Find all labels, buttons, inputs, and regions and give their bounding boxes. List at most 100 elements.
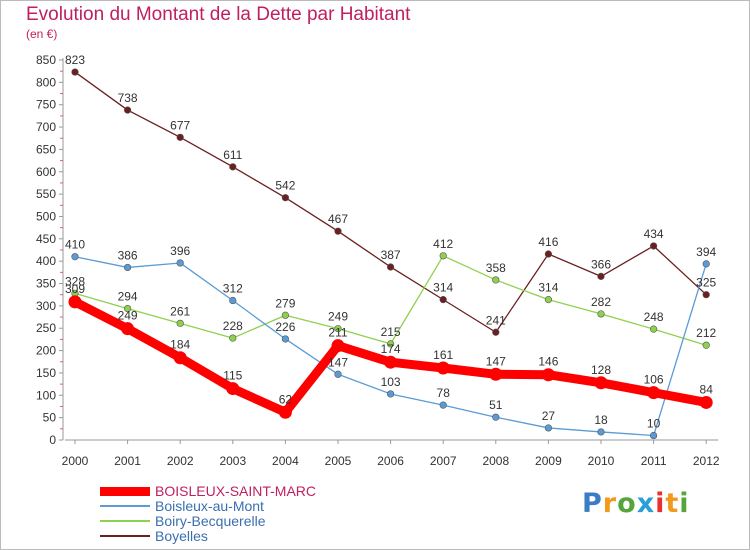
data-point: [176, 259, 184, 267]
data-label: 241: [486, 313, 506, 327]
data-point: [71, 253, 79, 261]
data-label: 434: [644, 227, 664, 241]
data-point: [387, 390, 395, 398]
data-label: 387: [381, 248, 401, 262]
data-label: 248: [644, 310, 664, 324]
data-point: [387, 263, 395, 271]
data-point: [492, 413, 500, 421]
data-label: 358: [486, 261, 506, 275]
y-tick-label: 500: [36, 209, 56, 223]
y-tick-label: 100: [36, 388, 56, 402]
data-label: 396: [170, 244, 190, 258]
data-labels: 823 738 677 611 542 467 387 314 241 416 366 434 325 3…: [65, 53, 717, 430]
data-point: [647, 386, 661, 400]
data-label: 184: [170, 338, 190, 352]
data-point: [699, 395, 713, 409]
y-tick-label: 300: [36, 299, 56, 313]
data-point: [597, 272, 605, 280]
data-point: [176, 319, 184, 327]
x-tick-label: 2011: [641, 454, 667, 468]
data-point: [702, 341, 710, 349]
x-tick-label: 2009: [535, 454, 562, 468]
x-tick-label: 2001: [114, 454, 141, 468]
data-point: [649, 242, 658, 250]
chart-series: [68, 68, 713, 440]
data-label: 228: [223, 319, 243, 333]
data-label: 10: [647, 417, 661, 431]
y-tick-label: 650: [36, 142, 56, 156]
data-label: 249: [118, 309, 138, 323]
x-tick-label: 2006: [377, 454, 404, 468]
data-label: 738: [118, 91, 138, 105]
x-tick-label: 2005: [325, 454, 352, 468]
data-point: [334, 370, 342, 378]
data-point: [334, 227, 342, 235]
data-point: [278, 405, 292, 419]
data-point: [121, 322, 135, 336]
data-point: [436, 361, 450, 375]
data-label: 261: [170, 304, 190, 318]
data-point: [702, 291, 710, 299]
data-label: 325: [696, 276, 716, 290]
data-point: [173, 351, 187, 365]
data-label: 103: [381, 375, 401, 389]
data-label: 294: [118, 290, 138, 304]
data-label: 146: [538, 355, 558, 369]
data-point: [281, 335, 290, 343]
data-point: [229, 334, 237, 342]
chart-axes: 0 50 100 150 200 250 300 350 400 450 500 550 600 650 7…: [36, 53, 720, 468]
data-label: 412: [433, 237, 453, 251]
x-tick-label: 2002: [167, 454, 194, 468]
data-point: [123, 106, 132, 114]
y-tick-label: 200: [36, 344, 56, 358]
data-point: [439, 296, 447, 304]
x-tick-label: 2008: [482, 454, 509, 468]
x-tick-label: 2012: [693, 454, 720, 468]
data-point: [281, 194, 290, 202]
data-point: [68, 295, 82, 309]
proxiti-logo: Proxiti: [582, 488, 690, 519]
data-label: 823: [65, 53, 85, 67]
data-label: 282: [591, 295, 611, 309]
data-label: 211: [328, 326, 347, 340]
y-tick-label: 850: [36, 53, 56, 67]
legend-swatch: [100, 505, 150, 507]
data-label: 309: [65, 282, 85, 296]
y-tick-label: 50: [43, 411, 57, 425]
data-label: 467: [328, 212, 348, 226]
data-label: 212: [696, 326, 716, 340]
y-tick-label: 600: [36, 165, 56, 179]
y-tick-label: 700: [36, 120, 56, 134]
data-point: [489, 367, 503, 381]
legend-label: Boisleux-au-Mont: [155, 498, 264, 514]
x-tick-label: 2007: [430, 454, 457, 468]
data-point: [702, 260, 710, 268]
data-point: [123, 263, 132, 272]
data-point: [649, 431, 658, 440]
data-point: [594, 376, 608, 390]
data-point: [492, 328, 500, 336]
data-point: [439, 401, 447, 409]
data-point: [229, 163, 237, 171]
data-point: [597, 428, 605, 436]
data-label: 366: [591, 257, 611, 271]
data-label: 78: [437, 386, 451, 400]
y-tick-label: 350: [36, 277, 56, 291]
chart-title: Evolution du Montant de la Dette par Hab…: [26, 4, 411, 25]
data-label: 611: [223, 148, 242, 162]
legend-swatch: [100, 486, 150, 496]
data-point: [176, 133, 184, 141]
series-line-3: [74, 71, 707, 333]
data-label: 279: [275, 296, 295, 310]
y-tick-label: 750: [36, 98, 56, 112]
data-label: 147: [328, 355, 348, 369]
data-label: 394: [696, 245, 716, 259]
data-label: 84: [700, 382, 714, 396]
y-tick-label: 0: [49, 433, 56, 447]
data-label: 27: [542, 409, 556, 423]
x-tick-label: 2004: [272, 454, 299, 468]
x-tick-label: 2010: [588, 454, 615, 468]
data-point: [649, 325, 658, 333]
